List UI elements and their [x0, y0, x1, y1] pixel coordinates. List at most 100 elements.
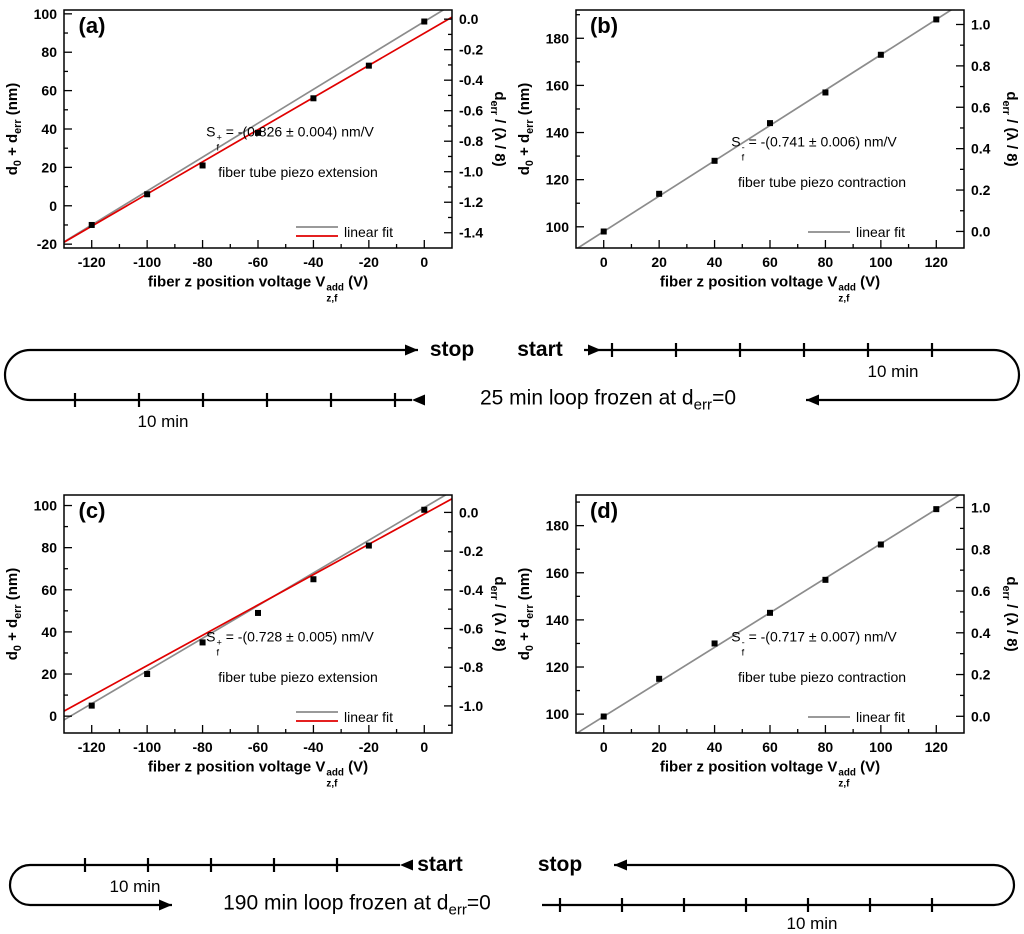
condition-annotation: fiber tube piezo extension [218, 669, 378, 685]
data-point [877, 51, 884, 58]
svg-text:0: 0 [49, 708, 57, 724]
data-points [88, 18, 428, 228]
svg-text:100: 100 [869, 254, 893, 270]
svg-text:100: 100 [869, 739, 893, 755]
plot-svg: -120 -100 -80 -60 -40 -20 0 0 20 40 60 80 100 0.0 -0.2… [34, 494, 483, 755]
y2-axis-label: derr / (λ / 8) [1000, 91, 1020, 167]
data-point [310, 576, 317, 583]
y-axis-label: d0 + derr (nm) [516, 82, 536, 176]
svg-text:120: 120 [925, 254, 949, 270]
y-axis-label: d0 + derr (nm) [516, 567, 536, 661]
data-point [767, 120, 773, 127]
chart-panel-d: 0 20 40 60 80 100 120 100 120 140 160 180 0.0 0.2 0.4 0… [512, 485, 1024, 795]
svg-text:-40: -40 [303, 739, 323, 755]
svg-text:40: 40 [41, 624, 57, 640]
slope-annotation: S + f = -(0.826 ± 0.004) nm/V [206, 123, 374, 153]
svg-text:20: 20 [41, 159, 57, 175]
arrowhead-icon [806, 394, 819, 406]
svg-text:-1.4: -1.4 [459, 225, 483, 241]
svg-text:-20: -20 [359, 739, 379, 755]
svg-text:0.2: 0.2 [971, 182, 991, 198]
stop-label: stop [537, 853, 583, 876]
svg-text:-60: -60 [248, 739, 268, 755]
svg-text:-0.4: -0.4 [459, 72, 483, 88]
plot-svg: 0 20 40 60 80 100 120 100 120 140 160 180 0.0 0.2 0.4 0… [546, 9, 991, 270]
chart-panel-c: -120 -100 -80 -60 -40 -20 0 0 20 40 60 80 100 0.0 -0.2… [0, 485, 512, 795]
svg-text:120: 120 [546, 659, 570, 675]
axis-ticks [576, 501, 964, 733]
arrowhead-icon [405, 344, 418, 356]
spacer [0, 440, 1024, 485]
svg-text:-20: -20 [359, 254, 379, 270]
svg-text:40: 40 [707, 739, 723, 755]
svg-text:-100: -100 [133, 254, 161, 270]
loop-curve [8, 863, 31, 907]
svg-text:-20: -20 [37, 236, 57, 252]
svg-text:0.8: 0.8 [971, 541, 991, 557]
legend: linear fit [808, 224, 905, 240]
data-point [199, 162, 206, 169]
svg-text:100: 100 [34, 498, 58, 514]
loop-curve [993, 863, 1016, 907]
duration-label: 10 min [867, 362, 919, 381]
svg-text:80: 80 [41, 44, 57, 60]
data-point [199, 639, 206, 646]
data-point [877, 541, 884, 548]
loop-description: 190 min loop frozen at derr=0 [223, 891, 491, 919]
svg-text:-0.4: -0.4 [459, 582, 483, 598]
data-point [933, 506, 940, 513]
data-point [600, 228, 607, 235]
duration-label: 10 min [786, 914, 838, 933]
legend-label: linear fit [344, 709, 393, 725]
svg-text:80: 80 [818, 739, 834, 755]
svg-text:-1.0: -1.0 [459, 698, 483, 714]
bottom-chart-row: -120 -100 -80 -60 -40 -20 0 0 20 40 60 80 100 0.0 -0.2… [0, 485, 1024, 795]
legend: linear fit [296, 709, 393, 725]
svg-text:180: 180 [546, 30, 570, 46]
svg-text:0.0: 0.0 [459, 11, 479, 27]
svg-text:1.0: 1.0 [971, 500, 991, 516]
tick-labels: 0 20 40 60 80 100 120 100 120 140 160 180 0.0 0.2 0.4 0… [546, 16, 991, 270]
svg-text:0: 0 [600, 254, 608, 270]
data-point [255, 129, 261, 136]
timeline-path [3, 343, 1021, 407]
legend: linear fit [296, 224, 393, 240]
svg-text:160: 160 [546, 77, 570, 93]
svg-text:-0.2: -0.2 [459, 543, 483, 559]
timeline-path [8, 858, 1016, 912]
data-points [88, 506, 428, 709]
svg-text:120: 120 [925, 739, 949, 755]
linear-fit-gray [64, 10, 445, 243]
y2-axis-label: derr / (λ / 8) [488, 576, 508, 652]
y2-axis-label: derr / (λ / 8) [488, 91, 508, 167]
svg-text:-100: -100 [133, 739, 161, 755]
svg-text:-0.6: -0.6 [459, 621, 483, 637]
svg-text:20: 20 [651, 739, 667, 755]
data-point [711, 640, 718, 647]
svg-text:80: 80 [41, 540, 57, 556]
chart-panel-b: 0 20 40 60 80 100 120 100 120 140 160 180 0.0 0.2 0.4 0… [512, 0, 1024, 310]
axis-ticks [64, 13, 452, 248]
svg-text:-80: -80 [192, 739, 212, 755]
svg-text:40: 40 [41, 121, 57, 137]
legend-label: linear fit [344, 224, 393, 240]
arrowhead-icon [614, 859, 627, 871]
svg-text:0.4: 0.4 [971, 625, 991, 641]
y2-axis-label: derr / (λ / 8) [1000, 576, 1020, 652]
tick-labels: -120 -100 -80 -60 -40 -20 0 -20 0 20 40 60 80 100 0.0 -… [34, 6, 484, 270]
timeline-graphic [8, 858, 1016, 912]
slope-annotation: S-f = -(0.717 ± 0.007) nm/V [731, 628, 897, 658]
fit-lines [64, 495, 452, 721]
timeline-190min-loop: start stop 190 min loop frozen at derr=0 10… [0, 795, 1024, 934]
svg-text:60: 60 [762, 254, 778, 270]
arrowhead-icon [588, 344, 601, 356]
data-point [933, 16, 940, 23]
svg-text:80: 80 [818, 254, 834, 270]
svg-text:120: 120 [546, 172, 570, 188]
panel-label: (c) [78, 498, 106, 523]
panel-label: (d) [589, 498, 619, 523]
svg-text:0: 0 [420, 739, 428, 755]
linear-fit-red [64, 16, 452, 243]
